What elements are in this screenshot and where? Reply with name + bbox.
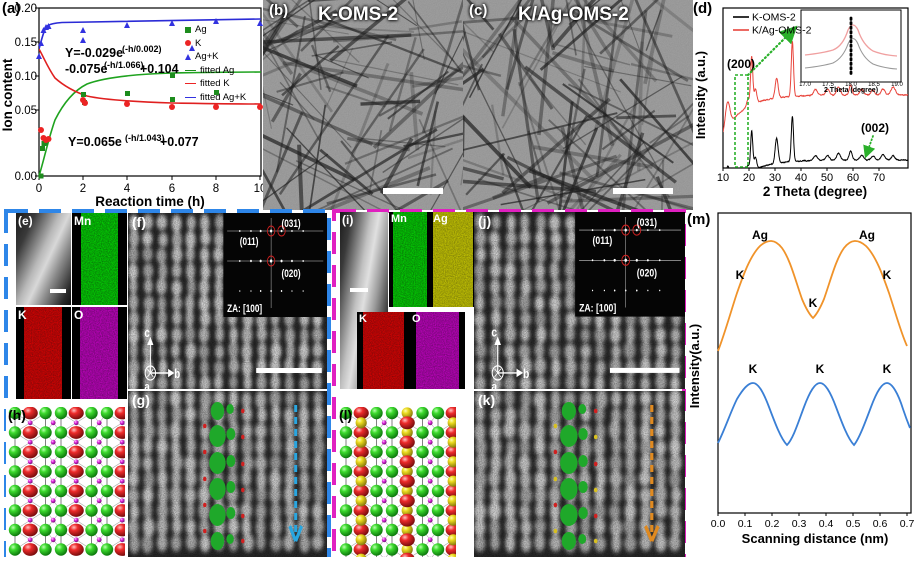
svg-text:ZA: [100]: ZA: [100]: [227, 303, 262, 315]
svg-text:50: 50: [821, 172, 833, 184]
svg-text:Y=-0.029e: Y=-0.029e: [65, 46, 123, 60]
svg-text:2: 2: [80, 183, 86, 195]
svg-text:Y=0.065e: Y=0.065e: [68, 135, 122, 149]
svg-text:(002): (002): [861, 121, 889, 135]
svg-text:19.0: 19.0: [891, 82, 903, 88]
svg-text:+0.104: +0.104: [140, 62, 179, 76]
svg-text:Ion content: Ion content: [0, 58, 15, 131]
svg-text:(-h/0.002): (-h/0.002): [122, 44, 162, 54]
svg-text:Intensity (a.u.): Intensity (a.u.): [693, 51, 708, 139]
svg-text:(-h/1.066): (-h/1.066): [104, 60, 144, 70]
svg-text:0.00: 0.00: [15, 171, 37, 183]
svg-text:c: c: [491, 326, 497, 340]
svg-text:0.15: 0.15: [15, 37, 37, 49]
svg-text:2 Theta (degree): 2 Theta (degree): [824, 87, 878, 94]
svg-text:(011): (011): [240, 236, 259, 248]
svg-text:(011): (011): [593, 235, 613, 247]
svg-text:(020): (020): [637, 267, 657, 279]
svg-text:Reaction time (h): Reaction time (h): [95, 194, 205, 209]
svg-text:ZA: [100]: ZA: [100]: [579, 303, 616, 315]
svg-text:0.10: 0.10: [15, 71, 37, 83]
svg-text:40: 40: [795, 172, 807, 184]
svg-text:a: a: [491, 380, 497, 389]
svg-text:c: c: [144, 327, 150, 341]
svg-text:0: 0: [36, 183, 42, 195]
svg-text:2 Theta (degree): 2 Theta (degree): [763, 184, 867, 199]
svg-text:(031): (031): [637, 217, 657, 229]
svg-text:(200): (200): [727, 57, 755, 71]
svg-text:20: 20: [743, 172, 755, 184]
svg-text:30: 30: [769, 172, 781, 184]
svg-text:0.05: 0.05: [15, 105, 37, 117]
svg-text:K-OMS-2: K-OMS-2: [752, 12, 796, 24]
svg-text:b: b: [174, 368, 180, 382]
svg-text:70: 70: [873, 172, 885, 184]
svg-text:(020): (020): [282, 268, 301, 280]
svg-text:17.0: 17.0: [799, 82, 811, 88]
svg-text:+0.077: +0.077: [160, 135, 199, 149]
svg-text:8: 8: [213, 183, 219, 195]
svg-text:(031): (031): [282, 218, 301, 230]
svg-text:-0.075e: -0.075e: [65, 62, 107, 76]
svg-text:(-h/1.043): (-h/1.043): [125, 133, 165, 143]
svg-text:10: 10: [254, 183, 263, 195]
svg-text:K/Ag-OMS-2: K/Ag-OMS-2: [752, 25, 812, 37]
svg-text:10: 10: [717, 172, 729, 184]
svg-text:b: b: [523, 367, 529, 381]
svg-text:60: 60: [847, 172, 859, 184]
svg-text:a: a: [144, 381, 150, 389]
